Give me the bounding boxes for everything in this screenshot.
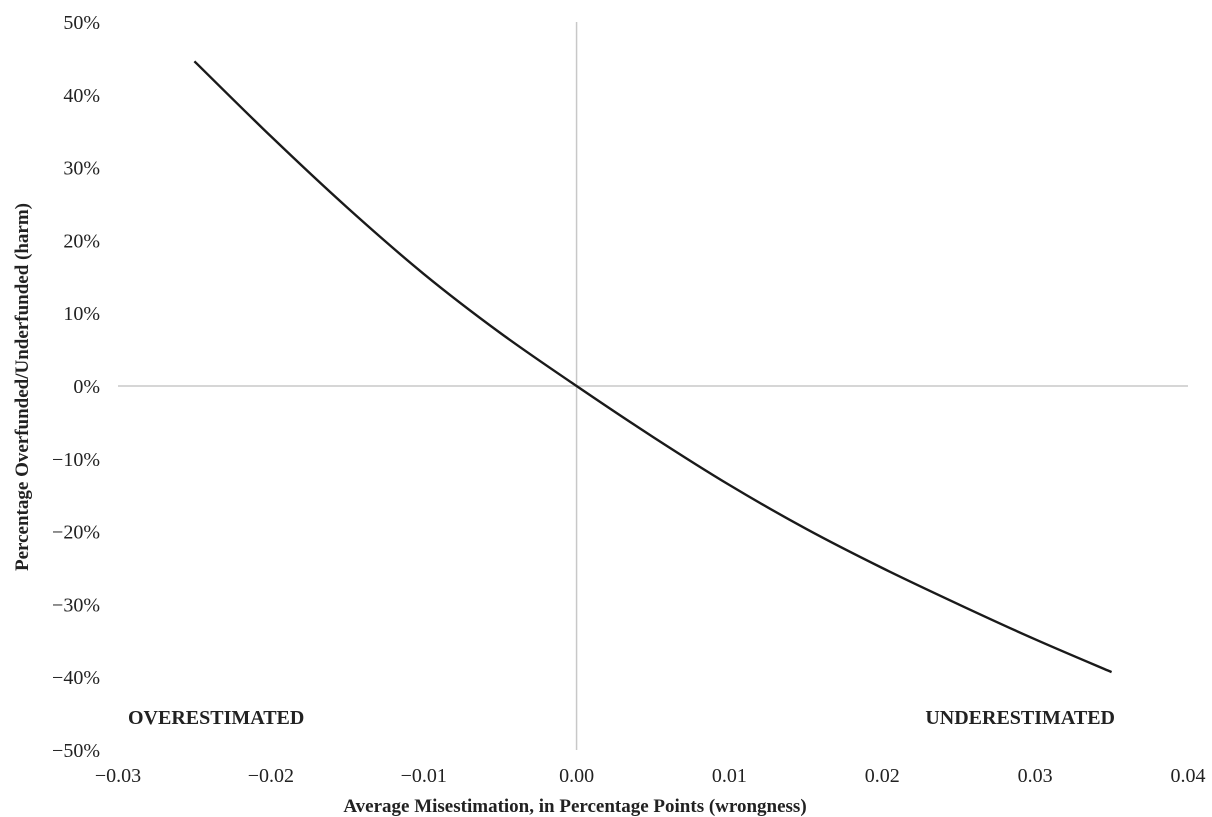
y-tick-label: −30% <box>52 594 100 616</box>
x-tick-label: −0.02 <box>248 765 294 787</box>
x-tick-label: −0.03 <box>95 765 141 787</box>
annotation-underestimated: UNDERESTIMATED <box>925 707 1115 729</box>
x-tick-label: 0.03 <box>1018 765 1053 787</box>
series-line <box>193 60 1113 674</box>
y-tick-label: −20% <box>52 522 100 544</box>
x-tick-label: 0.02 <box>865 765 900 787</box>
y-tick-label: −50% <box>52 740 100 762</box>
x-axis-title: Average Misestimation, in Percentage Poi… <box>343 796 806 817</box>
y-tick-label: 10% <box>63 303 100 325</box>
y-axis-title: Percentage Overfunded/Underfunded (harm) <box>12 203 33 571</box>
zero-lines <box>118 22 1188 750</box>
y-tick-label: −10% <box>52 449 100 471</box>
x-tick-label: 0.04 <box>1171 765 1206 787</box>
x-axis-tick-labels: −0.03 −0.02 −0.01 0.00 0.01 0.02 0.03 0.04 <box>95 765 1206 787</box>
y-tick-label: 20% <box>63 230 100 252</box>
y-tick-label: 0% <box>73 376 100 398</box>
y-tick-label: −40% <box>52 667 100 689</box>
y-tick-label: 40% <box>63 85 100 107</box>
series-group <box>193 60 1113 674</box>
x-tick-label: 0.00 <box>559 765 594 787</box>
y-axis-tick-labels: 50% 40% 30% 20% 10% 0% −10% −20% −30% −40% −50% <box>52 12 100 762</box>
x-tick-label: −0.01 <box>401 765 447 787</box>
x-tick-label: 0.01 <box>712 765 747 787</box>
annotation-overestimated: OVERESTIMATED <box>128 707 304 729</box>
y-tick-label: 50% <box>63 12 100 34</box>
y-tick-label: 30% <box>63 158 100 180</box>
